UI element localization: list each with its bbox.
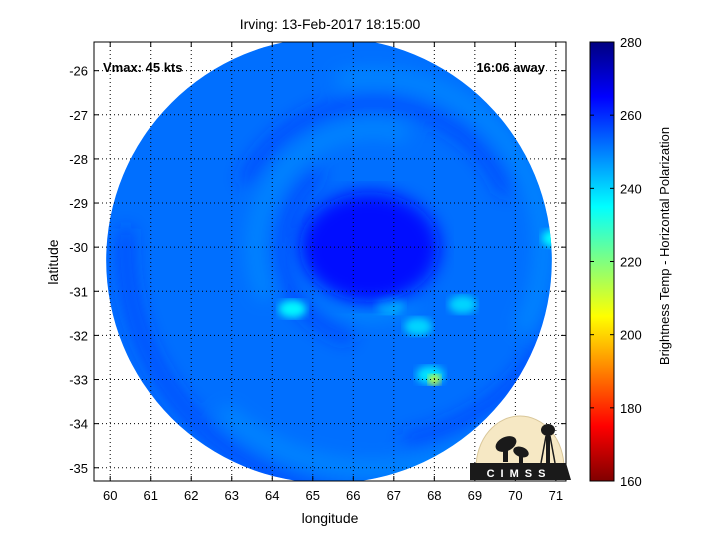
x-tick-label: 71 [549,488,563,503]
colorbar-tick-label: 160 [620,474,642,489]
x-tick-label: 70 [508,488,522,503]
logo-banner [470,463,571,480]
x-tick-label: 65 [306,488,320,503]
x-tick-label: 68 [427,488,441,503]
y-tick-label: -28 [69,152,88,167]
spiral-band [274,166,355,344]
spiral-band [248,122,410,301]
away-annotation: 16:06 away [476,60,545,75]
y-tick-label: -35 [69,461,88,476]
water-tower-icon [540,424,556,464]
y-tick-label: -30 [69,240,88,255]
colorbar-tick-label: 180 [620,401,642,416]
vmax-annotation: Vmax: 45 kts [103,60,183,75]
logo-text: CIMSS [487,468,552,480]
colorbar-tick-label: 200 [620,328,642,343]
x-tick-label: 63 [225,488,239,503]
field-feature [278,299,307,318]
x-tick-label: 61 [143,488,157,503]
grid [94,42,566,481]
y-tick-label: -27 [69,108,88,123]
spiral-band [238,96,514,196]
y-axis-label: latitude [45,239,61,284]
spiral-band [336,70,551,335]
colorbar-tick-label: 280 [620,35,642,50]
field-feature [448,295,477,314]
x-axis-label: longitude [302,510,359,526]
colorbar-ticks: 160 180 200 220 240 260 280 [590,35,642,489]
y-tick-label: -32 [69,328,88,343]
y-tick-label: -31 [69,284,88,299]
field-feature [299,192,440,303]
plot-frame [93,41,567,482]
y-tick-label: -34 [69,417,88,432]
field-feature [404,317,433,336]
chart-title: Irving: 13-Feb-2017 18:15:00 [240,16,421,32]
spiral-band [118,228,529,481]
x-tick-label: 69 [468,488,482,503]
colorbar-label: Brightness Temp - Horizontal Polarizatio… [657,127,672,365]
cimss-logo: CIMSS [470,415,571,480]
brightness-field [106,42,552,481]
field-disk [106,42,552,481]
axis-ticks: 60 61 62 63 64 65 66 67 68 69 70 71 -26 -27 -28 -29 -30 -… [69,42,566,503]
x-tick-label: 67 [387,488,401,503]
y-tick-label: -33 [69,373,88,388]
colorbar-tick-label: 220 [620,255,642,270]
field-feature [541,229,552,248]
x-tick-label: 62 [184,488,198,503]
x-tick-label: 64 [265,488,279,503]
y-tick-label: -29 [69,196,88,211]
y-tick-label: -26 [69,64,88,79]
x-tick-label: 66 [346,488,360,503]
x-tick-label: 60 [103,488,117,503]
colorbar-tick-label: 240 [620,181,642,196]
satellite-dish-icon [495,436,529,464]
colorbar-tick-label: 260 [620,108,642,123]
